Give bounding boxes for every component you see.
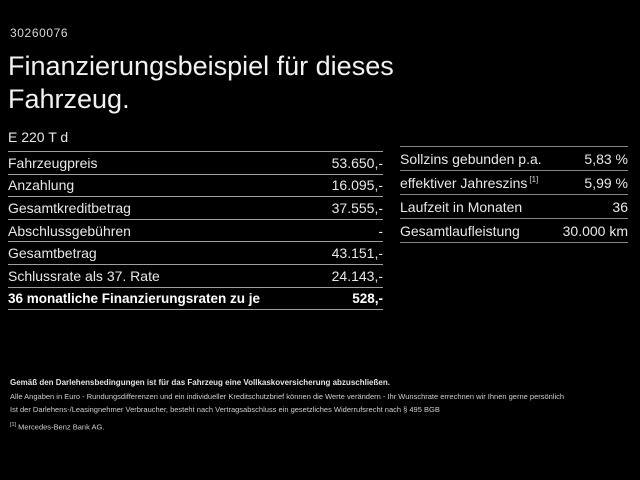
table-row: Gesamtkreditbetrag 37.555,- (8, 197, 383, 220)
footnote: [1] Mercedes-Benz Bank AG. (10, 422, 625, 432)
row-value: 5,83 % (584, 150, 628, 167)
page-title: Finanzierungsbeispiel für dieses Fahrzeu… (8, 51, 394, 114)
footnote-text: Mercedes-Benz Bank AG. (18, 422, 105, 431)
table-row: effektiver Jahreszins [1] 5,99 % (400, 171, 628, 195)
conditions-table: Sollzins gebunden p.a. 5,83 % effektiver… (400, 146, 628, 243)
row-label: Fahrzeugpreis (8, 154, 98, 171)
row-label: 36 monatliche Finanzierungsraten zu je (8, 290, 261, 306)
row-value: 30.000 km (562, 222, 628, 239)
legal-footer: Gemäß den Darlehensbedingungen ist für d… (10, 376, 625, 431)
row-value: 16.095,- (331, 177, 383, 194)
row-label: Gesamtlaufleistung (400, 222, 520, 239)
row-label: effektiver Jahreszins [1] (400, 175, 538, 191)
row-label: Laufzeit in Monaten (400, 198, 523, 215)
row-value: 43.151,- (331, 245, 383, 262)
table-row: Laufzeit in Monaten 36 (400, 195, 628, 219)
row-value: 5,99 % (584, 174, 628, 191)
footnote-marker: [1] (10, 421, 17, 428)
row-value: 528,- (352, 290, 383, 306)
row-value: - (378, 222, 383, 239)
table-row: Anzahlung 16.095,- (8, 175, 383, 198)
row-value: 36 (612, 198, 628, 215)
table-row: Schlussrate als 37. Rate 24.143,- (8, 265, 383, 288)
document-number: 30260076 (10, 26, 69, 40)
financing-table: Fahrzeugpreis 53.650,- Anzahlung 16.095,… (8, 151, 383, 311)
insurance-notice: Gemäß den Darlehensbedingungen ist für d… (10, 378, 390, 387)
table-row: Fahrzeugpreis 53.650,- (8, 152, 383, 175)
row-value: 37.555,- (331, 199, 383, 216)
row-label: Gesamtbetrag (8, 245, 97, 262)
row-label: Schlussrate als 37. Rate (8, 267, 160, 284)
row-label: Gesamtkreditbetrag (8, 199, 131, 216)
table-row: Gesamtbetrag 43.151,- (8, 242, 383, 265)
row-label: Sollzins gebunden p.a. (400, 150, 542, 167)
row-label-text: effektiver Jahreszins (400, 174, 528, 191)
row-value: 24.143,- (331, 267, 383, 284)
footnote-ref: [1] (529, 174, 539, 184)
table-row: Sollzins gebunden p.a. 5,83 % (400, 147, 628, 171)
row-label: Anzahlung (8, 177, 75, 194)
table-row: Gesamtlaufleistung 30.000 km (400, 219, 628, 243)
withdrawal-notice: Ist der Darlehens-/Leasingnehmer Verbrau… (10, 405, 440, 414)
row-value: 53.650,- (331, 154, 383, 171)
table-row: Abschlussgebühren - (8, 220, 383, 243)
vehicle-model: E 220 T d (8, 129, 69, 145)
table-row-monthly-rate: 36 monatliche Finanzierungsraten zu je 5… (8, 288, 383, 311)
disclaimer-line: Alle Angaben in Euro - Rundungsdifferenz… (10, 391, 565, 401)
row-label: Abschlussgebühren (8, 222, 131, 239)
